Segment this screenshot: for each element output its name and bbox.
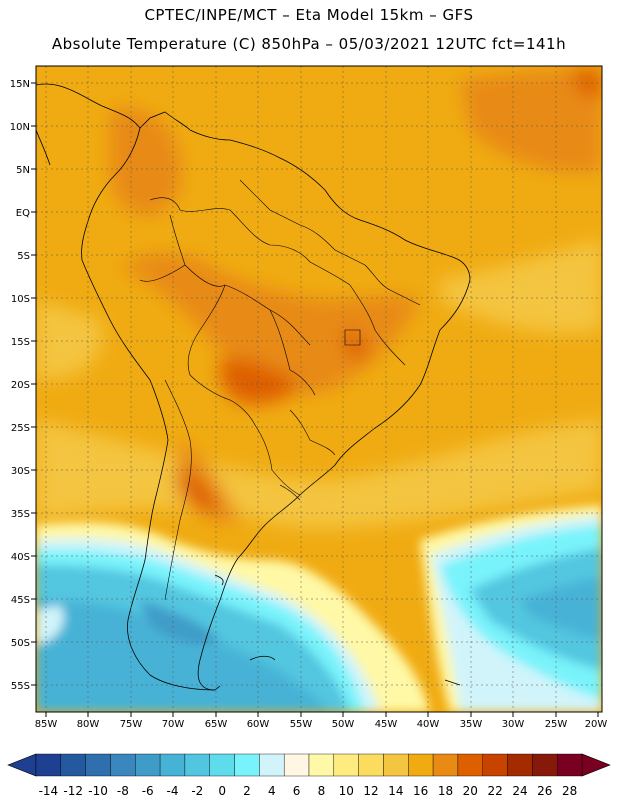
graticule [36,66,602,712]
colorbar-swatch [482,753,508,777]
lon-label: 45W [375,719,398,730]
colorbar-label: 26 [537,784,552,798]
colorbar-label: 18 [438,784,453,798]
colorbar-swatch [507,753,533,777]
lon-label: 70W [162,719,185,730]
lon-label: 60W [247,719,270,730]
lat-label: 15S [11,337,30,348]
colorbar-swatch [333,753,359,777]
colorbar-label: 20 [463,784,478,798]
colorbar-label: 24 [512,784,527,798]
lon-label: 65W [205,719,228,730]
colorbar-swatch [308,753,335,777]
colorbar-swatch [259,753,285,777]
colorbar-label: 8 [318,784,326,798]
lon-labels: 85W 80W 75W 70W 65W 60W 55W 50W 45W 40W … [35,719,608,730]
colorbar-swatch [408,753,434,777]
colorbar-label: 16 [413,784,428,798]
lat-label: 25S [11,423,30,434]
lat-label: 10S [11,294,30,305]
colorbar-label: -12 [63,784,83,798]
colorbar-swatch [457,753,483,777]
lon-ticks [45,712,599,717]
colorbar-swatch [532,753,558,777]
lat-label: 30S [11,466,30,477]
colorbar-swatch [432,753,459,777]
lat-labels: 15N 10N 5N EQ 5S 10S 15S 20S 25S 30S 35S… [10,79,30,692]
colorbar-label: 12 [363,784,378,798]
map-title-line1: CPTEC/INPE/MCT – Eta Model 15km – GFS [144,6,474,24]
lon-label: 20W [585,719,608,730]
lat-label: 35S [11,509,30,520]
lon-label: 55W [290,719,313,730]
lat-label: EQ [16,208,30,219]
colorbar-swatch [358,753,384,777]
colorbar-overflow-arrow [581,753,611,777]
colorbar-swatch [209,753,235,777]
lon-label: 80W [77,719,100,730]
lon-label: 25W [545,719,568,730]
coastlines [36,83,471,691]
colorbar-swatch [383,753,409,777]
lat-label: 45S [11,595,30,606]
lat-label: 40S [11,552,30,563]
lat-label: 50S [11,638,30,649]
lon-label: 50W [332,719,355,730]
temperature-map: 15N 10N 5N EQ 5S 10S 15S 20S 25S 30S 35S… [7,65,611,798]
lon-label: 85W [35,719,58,730]
lat-label: 5N [16,165,30,176]
map-title-line2: Absolute Temperature (C) 850hPa – 05/03/… [51,35,567,53]
colorbar-label: 28 [562,784,577,798]
colorbar-label: 6 [293,784,301,798]
colorbar-label: -14 [39,784,59,798]
colorbar-swatch [234,753,260,777]
colorbar-label: -8 [117,784,129,798]
colorbar-label: 0 [218,784,226,798]
colorbar-label: -6 [142,784,154,798]
colorbar-swatch [110,753,136,777]
colorbar-swatch [85,753,111,777]
colorbar-underflow-arrow [7,753,37,777]
colorbar-label: -2 [191,784,203,798]
colorbar: -14 -12 -10 -8 -6 -4 -2 0 2 4 6 8 10 12 14 16 18 20 22 24 26… [7,753,611,798]
colorbar-swatch [60,753,86,777]
colorbar-label: 10 [339,784,354,798]
colorbar-label: 4 [268,784,276,798]
colorbar-swatch [135,753,161,777]
colorbar-swatch [35,753,62,777]
colorbar-label: 14 [388,784,403,798]
colorbar-label: -4 [167,784,179,798]
colorbar-label: 22 [487,784,502,798]
colorbar-label: 2 [243,784,251,798]
colorbar-swatch [556,753,583,777]
lon-label: 40W [417,719,440,730]
lon-label: 30W [502,719,525,730]
lon-label: 75W [120,719,143,730]
plot-frame [35,65,603,713]
colorbar-swatch [159,753,186,777]
lat-label: 5S [17,251,30,262]
lat-label: 20S [11,380,30,391]
lon-label: 35W [460,719,483,730]
temperature-field [36,66,602,712]
borders [139,179,421,601]
lat-label: 10N [10,122,30,133]
lat-label: 55S [11,681,30,692]
colorbar-swatch [283,753,310,777]
lat-ticks [31,82,36,686]
colorbar-label: -10 [88,784,108,798]
colorbar-swatch [184,753,210,777]
lat-label: 15N [10,79,30,90]
